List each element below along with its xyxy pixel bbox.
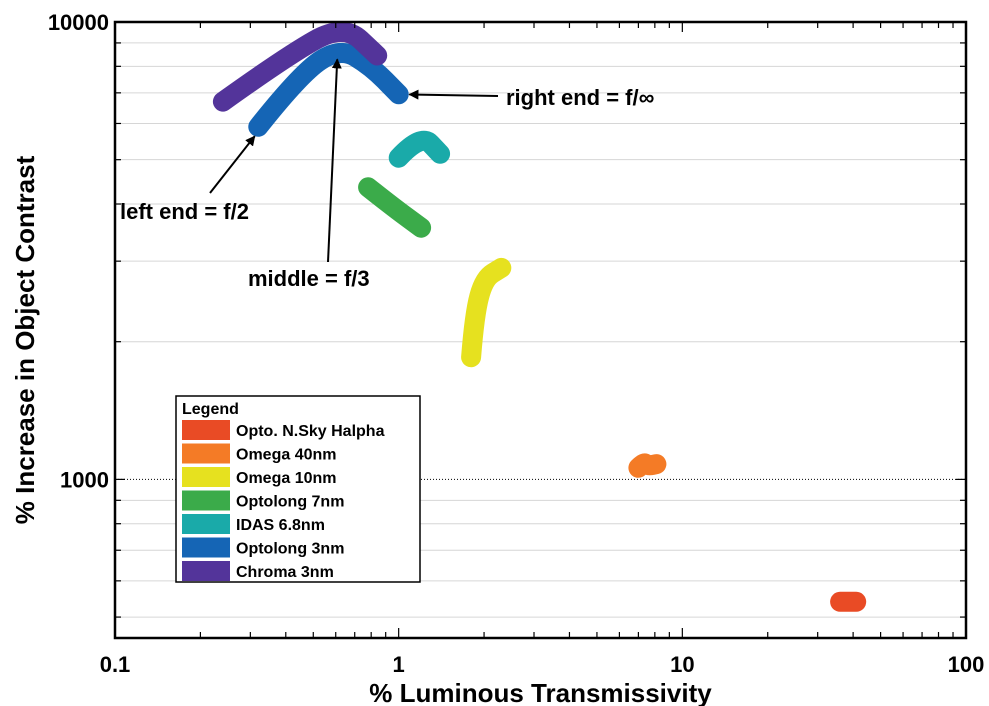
legend-label: Optolong 7nm: [236, 494, 344, 511]
axis-ticks: [114, 21, 967, 638]
series-optolong-7nm: [358, 177, 432, 238]
legend-label: Chroma 3nm: [236, 564, 334, 581]
legend-swatch: [182, 420, 230, 440]
annotation-arrow: [209, 135, 256, 194]
x-tick-label: 10: [670, 652, 694, 677]
legend-label: Omega 10nm: [236, 470, 336, 487]
series-omega-40nm: [628, 453, 667, 478]
tick-labels: 0.1 1 10 100 1000 10000: [48, 10, 985, 677]
legend-item: Omega 10nm: [182, 467, 336, 487]
legend-item: Chroma 3nm: [182, 561, 334, 581]
x-tick-label: 0.1: [100, 652, 131, 677]
series-optolong-3nm: [248, 42, 409, 137]
series-idas-6-8nm: [388, 130, 451, 168]
legend-item: Opto. N.Sky Halpha: [182, 420, 385, 440]
annotation-arrow: [408, 89, 499, 100]
legend-item: Omega 40nm: [182, 443, 336, 464]
legend-title: Legend: [182, 401, 239, 418]
legend-label: Optolong 3nm: [236, 541, 344, 558]
y-tick-label: 10000: [48, 10, 109, 35]
annotation-text: left end = f/2: [120, 199, 249, 224]
legend-items: Opto. N.Sky Halpha Omega 40nm Omega 10nm Op…: [182, 420, 385, 581]
series-omega-10nm: [461, 257, 512, 368]
annotation-text: right end = f/∞: [506, 85, 654, 110]
legend-item: Optolong 3nm: [182, 537, 344, 558]
legend-label: Opto. N.Sky Halpha: [236, 423, 385, 440]
legend-swatch: [182, 443, 230, 464]
legend-label: Omega 40nm: [236, 447, 336, 464]
y-axis-label: % Increase in Object Contrast: [10, 155, 40, 524]
legend-swatch: [182, 490, 230, 511]
annotation-arrow: [327, 58, 342, 263]
x-tick-label: 1: [393, 652, 405, 677]
legend-swatch: [182, 514, 230, 534]
x-axis-label: % Luminous Transmissivity: [369, 678, 712, 706]
legend-item: IDAS 6.8nm: [182, 514, 325, 534]
annotation-text: middle = f/3: [248, 266, 370, 291]
legend: Legend Opto. N.Sky Halpha Omega 40nm Omega…: [175, 395, 421, 583]
legend-item: Optolong 7nm: [182, 490, 344, 511]
series-chroma-3nm: [212, 22, 388, 112]
annotations: right end = f/∞ left end = f/2 middle = f/…: [120, 58, 654, 291]
legend-swatch: [182, 561, 230, 581]
series-layer: [212, 22, 867, 612]
plot-frame: [113, 20, 968, 640]
legend-swatch: [182, 537, 230, 558]
y-tick-label: 1000: [60, 467, 109, 492]
legend-label: IDAS 6.8nm: [236, 517, 325, 534]
legend-swatch: [182, 467, 230, 487]
x-tick-label: 100: [948, 652, 985, 677]
